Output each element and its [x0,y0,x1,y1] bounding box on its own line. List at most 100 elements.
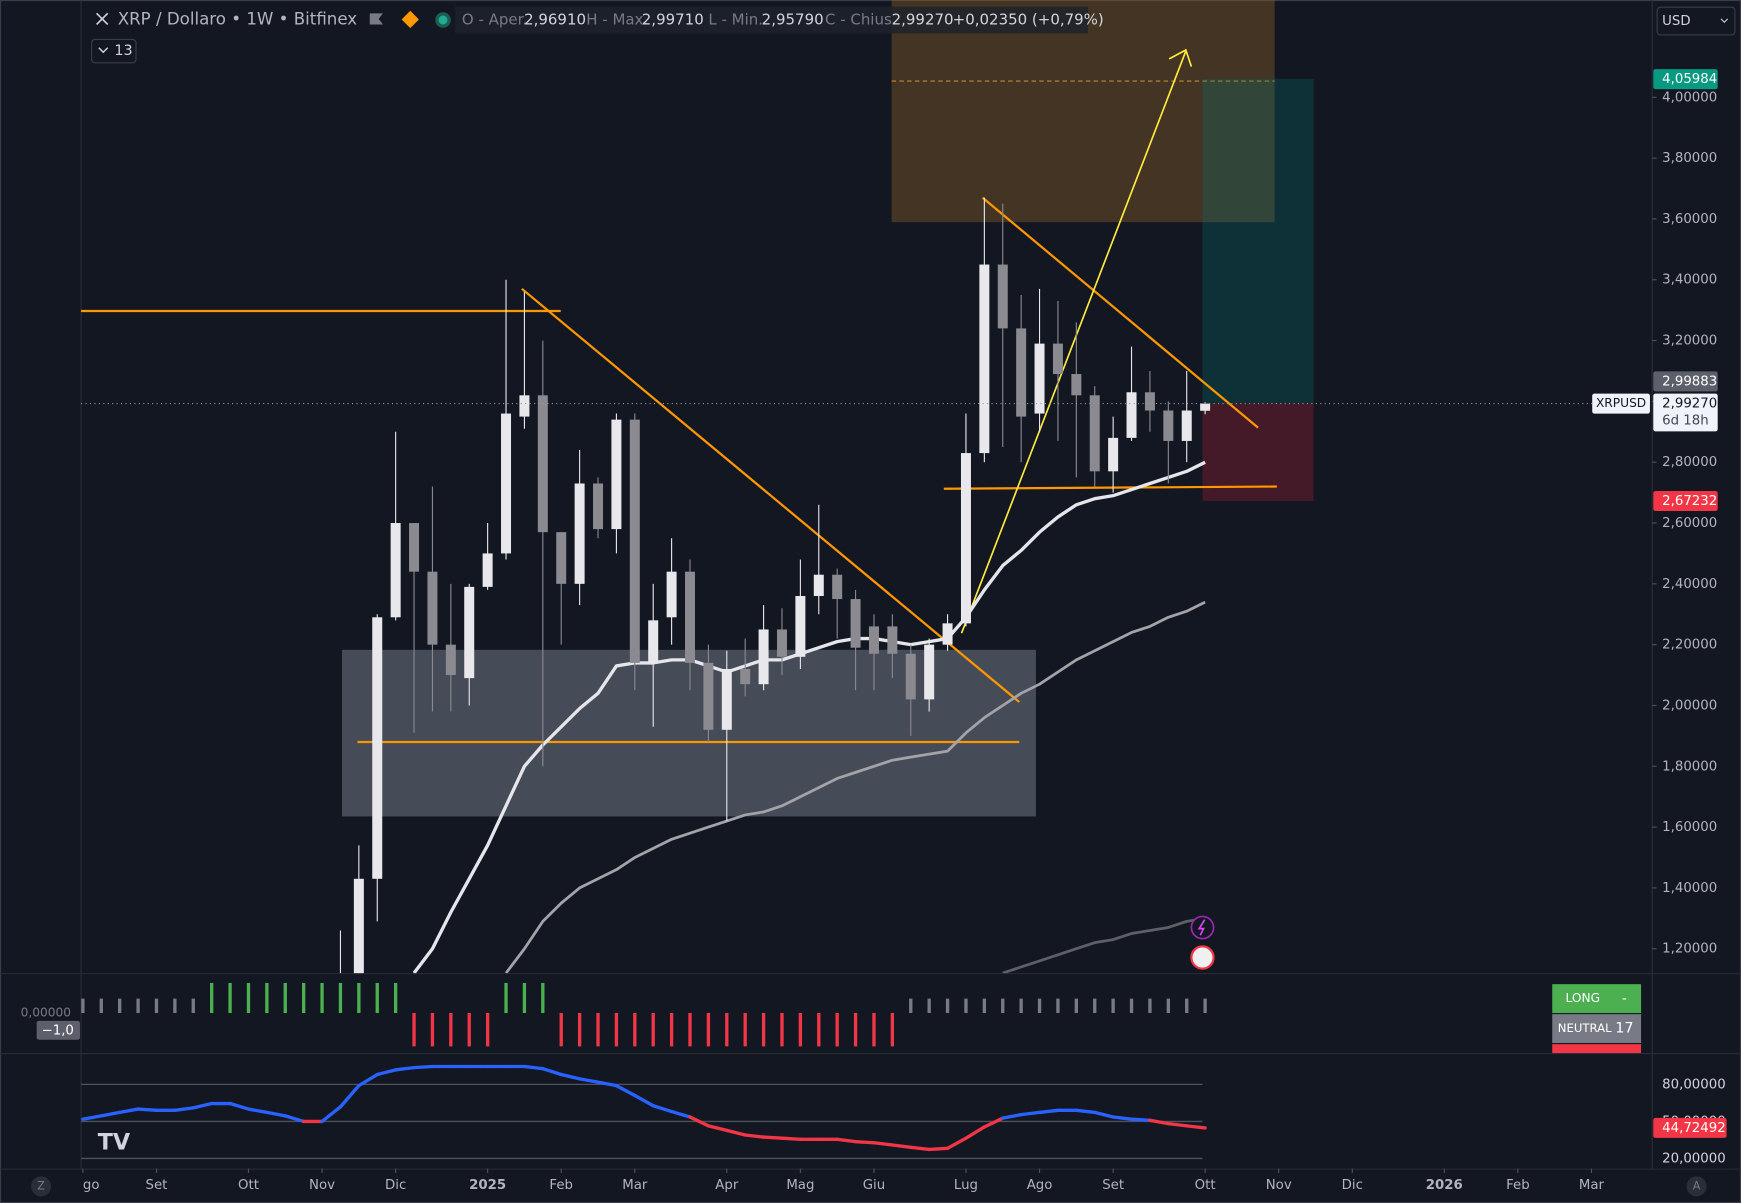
prev-price-label: 2,99883 [1662,374,1717,389]
candle-body [703,662,714,730]
target-box [891,0,1275,223]
oscillator-level-badge [1654,1074,1728,1095]
candle-body [868,626,879,654]
oscillator-segment [761,1135,784,1140]
oscillator-segment [1185,1124,1207,1130]
x-tick-label: Feb [549,1178,573,1193]
oscillator-segment [1093,1110,1115,1119]
economic-event-icon[interactable] [1190,945,1215,970]
event-icon-glyph [1197,919,1206,936]
oscillator-segment [412,1064,435,1070]
short-row [1552,1044,1642,1054]
oscillator-segment [633,1093,655,1108]
symbol-badge [1592,393,1650,414]
x-tick-label: 2025 [469,1178,506,1193]
candle-body [685,571,695,663]
long-value: - [1622,992,1627,1007]
candle-body [924,644,935,700]
x-tick-label: Set [146,1178,168,1193]
close-icon[interactable] [96,12,109,26]
candle-body [427,571,438,645]
oscillator-tick-label: 20,00000 [1662,1151,1726,1166]
oscillator-segment [81,1114,103,1121]
market-status [438,15,448,25]
oscillator-segment [596,1080,619,1088]
oscillator-segment [357,1072,379,1088]
candle-body [979,264,990,454]
oscillator-segment [1074,1108,1097,1115]
oscillator-segment [945,1136,968,1150]
candle-body [1108,437,1119,472]
oscillator-segment [669,1109,692,1119]
candle-body [832,574,843,600]
candle-body [758,629,769,685]
moving-average [412,460,1206,974]
long-profit-zone [1202,78,1314,404]
neutral-label: NEUTRAL [1558,1021,1612,1035]
long-stop-zone [1202,403,1314,501]
oscillator-level-badge [1654,1148,1728,1169]
projection-arrow [960,50,1187,634]
y-tick-label: 4,00000 [1662,90,1717,105]
oscillator-segment [375,1068,398,1077]
candle-body [740,668,751,685]
candle-body [905,653,916,700]
auto-scale-button[interactable] [1686,1176,1707,1197]
long-row [1552,984,1642,1014]
candle-body [942,623,953,645]
x-tick-label: Feb [1506,1178,1530,1193]
oscillator-segment [743,1133,766,1139]
candle-body [795,596,806,657]
candle-body [776,629,787,657]
candle-body [372,617,383,879]
y-tick-label: 1,60000 [1662,820,1717,835]
oscillator-segment [706,1124,729,1133]
x-tick-label: Dic [1342,1178,1363,1193]
oscillator-segment [1001,1112,1023,1120]
legend-value: 2,95790 [762,10,824,28]
candle-body [409,523,420,572]
oscillator-segment [1129,1117,1152,1122]
arrow-head [1168,48,1193,67]
y-tick-label: 2,60000 [1662,516,1717,531]
x-tick-label: Lug [954,1178,978,1193]
countdown: 6d 18h [1662,413,1709,428]
candle-body [1071,374,1082,396]
x-tick-label: 2026 [1426,1178,1463,1193]
oscillator-segment [577,1077,600,1084]
last-price-label: 2,99270 [1662,397,1717,412]
candle-body [1089,395,1100,472]
symbol-title: XRP / Dollaro • 1W • Bitfinex [118,9,358,28]
oscillator-segment [780,1136,803,1141]
indicators-count: 13 [114,43,132,59]
legend-label: H - Max. [586,10,648,28]
candle-body [556,532,567,584]
indicators-toggle[interactable] [91,38,137,64]
symbol-label: XRPUSD [1596,396,1646,410]
flag-icon[interactable] [369,13,384,25]
currency-select[interactable] [1656,6,1736,36]
prev-price-badge [1653,371,1718,392]
y-tick-label: 3,20000 [1662,334,1717,349]
signal-value-badge [36,1020,80,1040]
legend-change: +0,02350 (+0,79%) [953,10,1104,28]
candle-body [850,599,861,648]
oscillator-segment [265,1110,287,1118]
oscillator-segment [99,1110,122,1118]
neutral-row [1552,1014,1642,1044]
candle-body [887,626,898,654]
oscillator-segment [541,1067,563,1077]
candle-body [629,419,640,663]
event-icon[interactable] [1190,915,1215,940]
oscillator-segment [1019,1110,1042,1117]
corner-label: A [1693,1179,1701,1192]
oscillator-segment [614,1083,637,1098]
candle-body [464,586,475,679]
candle-body [1016,328,1027,417]
price-badge [1653,491,1718,512]
timezone-button[interactable] [31,1176,52,1197]
oscillator-segment [136,1107,159,1112]
